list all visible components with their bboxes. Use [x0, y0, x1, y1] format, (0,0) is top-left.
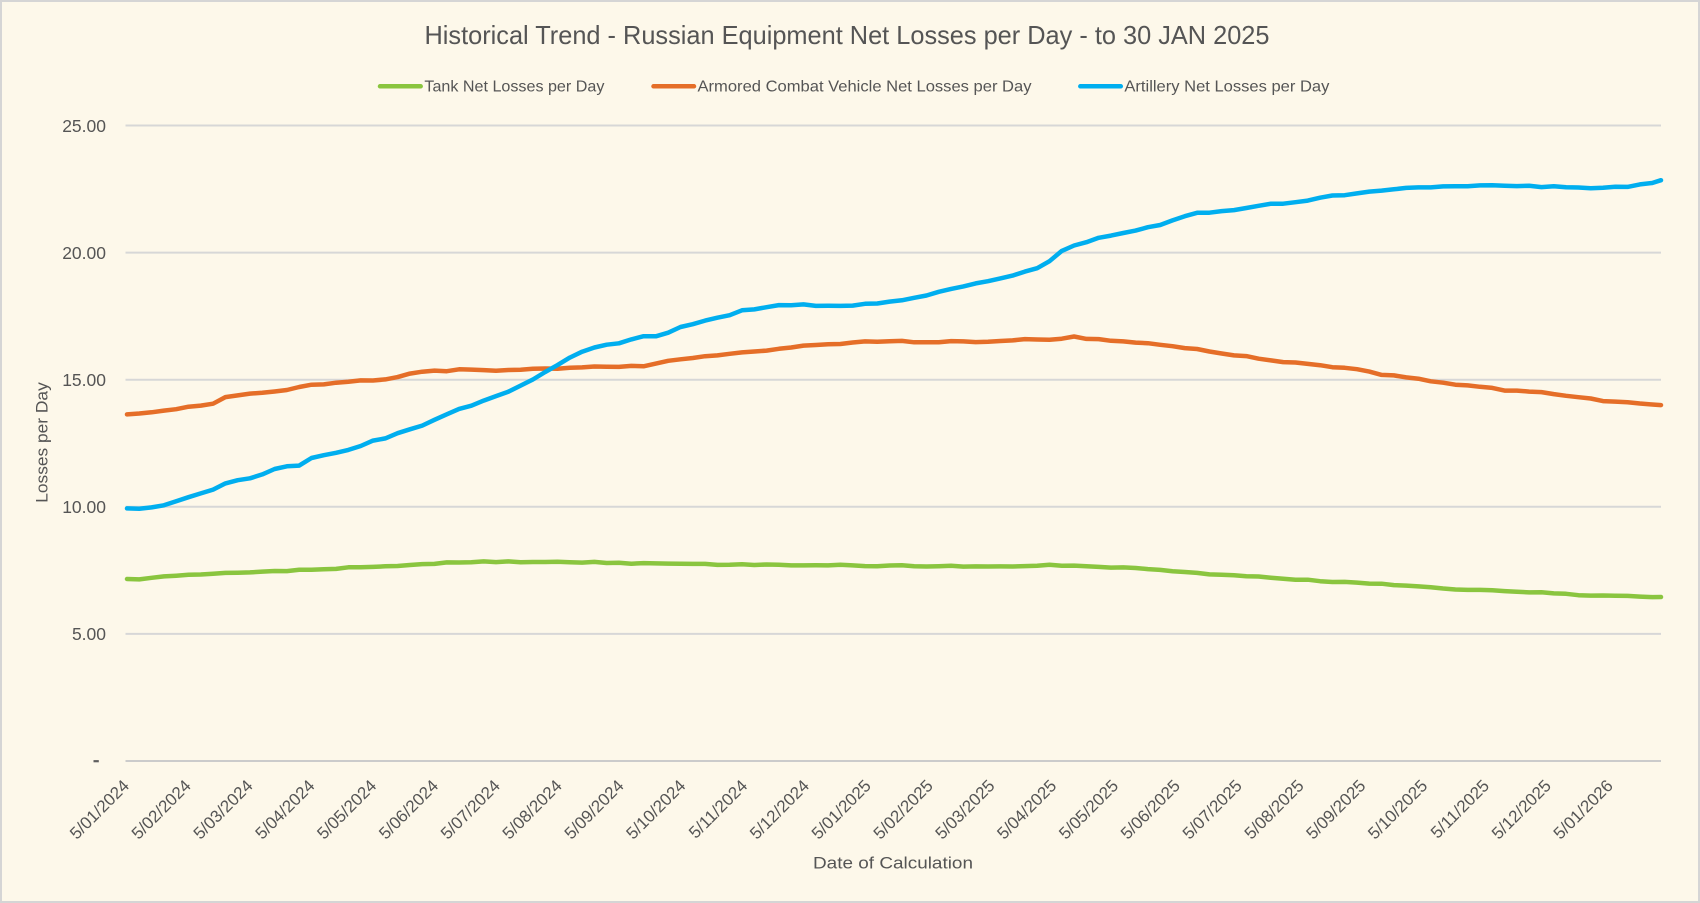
svg-text:10.00: 10.00	[62, 497, 106, 517]
svg-text:25.00: 25.00	[62, 116, 106, 136]
svg-text:Losses per Day: Losses per Day	[33, 382, 52, 503]
svg-text:20.00: 20.00	[62, 243, 106, 263]
svg-text:Tank Net Losses per Day: Tank Net Losses per Day	[424, 78, 604, 95]
svg-text:Historical Trend - Russian Equ: Historical Trend - Russian Equipment Net…	[425, 20, 1270, 50]
svg-text:Artillery Net Losses per Day: Artillery Net Losses per Day	[1124, 78, 1329, 95]
svg-text:Armored Combat Vehicle Net Los: Armored Combat Vehicle Net Losses per Da…	[698, 78, 1032, 95]
svg-text:5.00: 5.00	[72, 624, 106, 644]
svg-text:Date of Calculation: Date of Calculation	[813, 854, 973, 873]
svg-text:15.00: 15.00	[62, 370, 106, 390]
